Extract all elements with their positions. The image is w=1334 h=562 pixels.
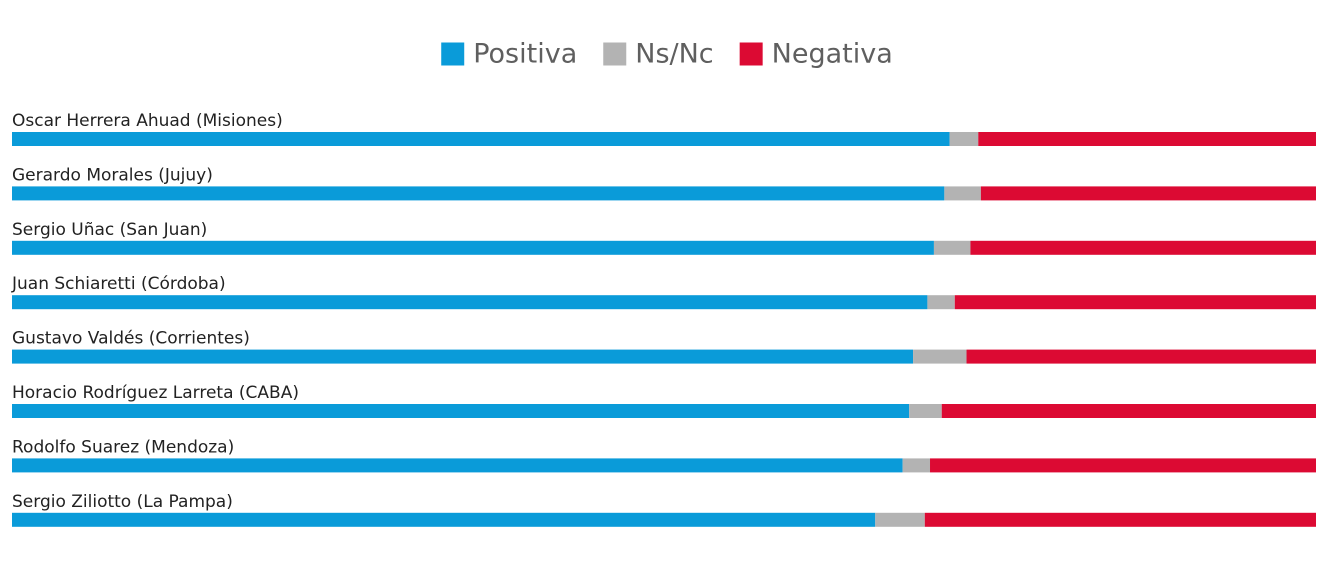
bar-segment-ns-nc: [875, 512, 925, 527]
legend-swatch-negativa: [739, 42, 763, 66]
bar-segment-positiva: [12, 458, 903, 473]
bar-segment-ns-nc: [944, 186, 981, 201]
category-label: Gerardo Morales (Jujuy): [12, 165, 213, 185]
chart-row-sergio-ziliotto-la-pampa: Sergio Ziliotto (La Pampa): [12, 492, 1316, 527]
bar-segment-negativa: [970, 240, 1316, 255]
legend-label-positiva: Positiva: [473, 39, 577, 70]
chart-row-rodolfo-suarez-mendoza: Rodolfo Suarez (Mendoza): [12, 437, 1316, 473]
legend-label-ns-nc: Ns/Nc: [635, 39, 713, 70]
legend-item-positiva: Positiva: [441, 39, 577, 70]
category-label: Gustavo Valdés (Corrientes): [12, 329, 250, 349]
category-label: Rodolfo Suarez (Mendoza): [12, 437, 234, 457]
chart-row-gerardo-morales-jujuy: Gerardo Morales (Jujuy): [12, 165, 1316, 201]
category-label: Oscar Herrera Ahuad (Misiones): [12, 111, 283, 131]
legend: Positiva Ns/Nc Negativa: [441, 39, 893, 70]
legend-item-ns-nc: Ns/Nc: [603, 39, 714, 70]
bar-segment-negativa: [966, 349, 1316, 364]
chart-row-horacio-rodriguez-larreta-caba: Horacio Rodríguez Larreta (CABA): [12, 383, 1316, 418]
bar-segment-positiva: [12, 404, 910, 418]
chart-row-juan-schiaretti-cordoba: Juan Schiaretti (Córdoba): [11, 274, 1316, 310]
bar-segment-negativa: [954, 295, 1316, 310]
bar-segment-ns-nc: [927, 295, 955, 310]
chart-row-gustavo-valdes-corrientes: Gustavo Valdés (Corrientes): [12, 329, 1316, 364]
bar-segment-positiva: [12, 240, 934, 255]
category-label: Juan Schiaretti (Córdoba): [11, 274, 226, 294]
bar-segment-ns-nc: [949, 132, 979, 146]
legend-label-negativa: Negativa: [772, 39, 893, 70]
bar-segment-negativa: [980, 186, 1316, 201]
category-label: Horacio Rodríguez Larreta (CABA): [12, 383, 299, 403]
bar-segment-negativa: [924, 512, 1316, 527]
bar-segment-positiva: [12, 512, 876, 527]
chart-row-sergio-unac-san-juan: Sergio Uñac (San Juan): [12, 220, 1316, 255]
bar-segment-ns-nc: [913, 349, 967, 364]
bar-segment-positiva: [12, 295, 928, 310]
bar-segment-ns-nc: [902, 458, 931, 473]
bar-segment-positiva: [12, 186, 945, 201]
bar-segment-positiva: [12, 349, 914, 364]
bar-segment-negativa: [941, 404, 1316, 418]
chart-row-oscar-herrera-ahuad-misiones: Oscar Herrera Ahuad (Misiones): [12, 111, 1316, 146]
bar-segment-ns-nc: [909, 404, 942, 418]
bar-segment-negativa: [930, 458, 1316, 473]
legend-swatch-positiva: [441, 42, 465, 66]
bar-segment-negativa: [978, 132, 1316, 146]
category-label: Sergio Uñac (San Juan): [12, 220, 207, 240]
chart-rows: Oscar Herrera Ahuad (Misiones) Gerardo Mo…: [11, 111, 1316, 527]
bar-segment-positiva: [12, 132, 950, 146]
category-label: Sergio Ziliotto (La Pampa): [12, 492, 233, 512]
bar-segment-ns-nc: [933, 240, 971, 255]
legend-swatch-ns-nc: [603, 42, 627, 66]
legend-item-negativa: Negativa: [739, 39, 893, 70]
